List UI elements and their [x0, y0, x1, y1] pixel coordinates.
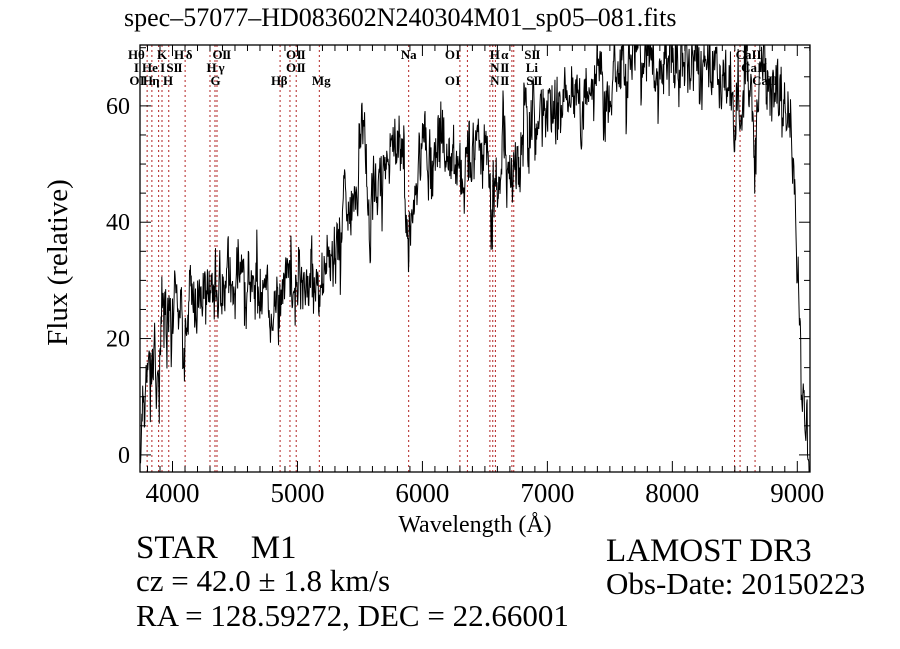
svg-text:I: I — [226, 47, 231, 62]
svg-text:O: O — [445, 73, 455, 88]
svg-text:6000: 6000 — [395, 478, 449, 508]
svg-text:O: O — [445, 47, 455, 62]
svg-text:0: 0 — [118, 443, 130, 469]
svg-text:60: 60 — [106, 94, 130, 120]
svg-text:I: I — [537, 73, 542, 88]
svg-text:N: N — [490, 73, 500, 88]
svg-text:O: O — [286, 60, 296, 75]
svg-text:H: H — [271, 73, 281, 88]
svg-text:5000: 5000 — [271, 478, 325, 508]
svg-text:I: I — [504, 73, 509, 88]
svg-text:40: 40 — [106, 210, 130, 236]
svg-text:I: I — [455, 73, 460, 88]
svg-text:CaII: CaII — [752, 73, 778, 88]
svg-text:8000: 8000 — [645, 478, 699, 508]
svg-text:4000: 4000 — [146, 478, 200, 508]
svg-text:δ: δ — [186, 47, 193, 62]
svg-text:9000: 9000 — [770, 478, 824, 508]
svg-text:Na: Na — [401, 47, 417, 62]
svg-text:H: H — [163, 73, 173, 88]
svg-text:7000: 7000 — [520, 478, 574, 508]
svg-text:I: I — [177, 60, 182, 75]
svg-text:β: β — [281, 73, 288, 88]
svg-text:I: I — [455, 47, 460, 62]
svg-text:I: I — [301, 60, 306, 75]
svg-text:η: η — [152, 73, 159, 88]
svg-text:G: G — [211, 73, 221, 88]
svg-text:O: O — [129, 73, 139, 88]
svg-text:20: 20 — [106, 327, 130, 353]
svg-text:Mg: Mg — [312, 73, 331, 88]
